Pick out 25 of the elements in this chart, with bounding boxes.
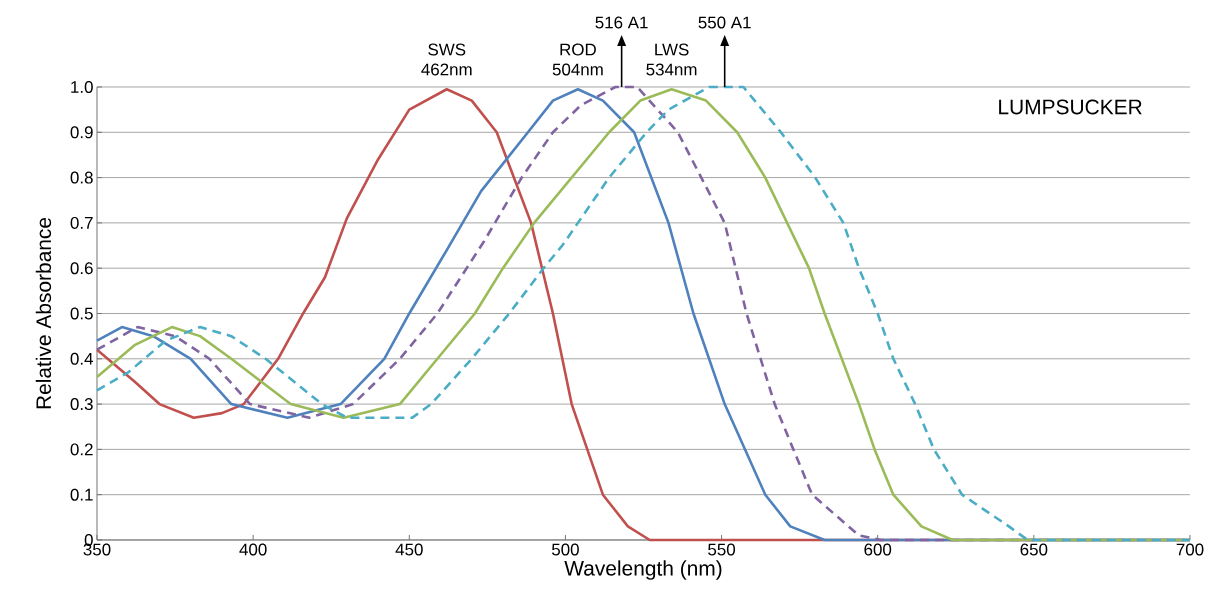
y-axis-title: Relative Absorbance	[35, 217, 52, 409]
y-tick-label: 0.5	[70, 307, 93, 320]
annotation: 550 A1	[698, 16, 751, 29]
annotation: ROD 504nm	[552, 43, 603, 76]
annotation: 516 A1	[595, 16, 648, 29]
chart-title: LUMPSUCKER	[999, 99, 1142, 115]
x-axis-title: Wavelength (nm)	[564, 560, 722, 580]
x-tick-label: 700	[1176, 543, 1204, 556]
y-tick-label: 0.8	[70, 171, 93, 184]
y-tick-label: 0.3	[70, 398, 93, 411]
y-tick-label: 0.1	[70, 488, 93, 501]
x-tick-label: 600	[864, 543, 892, 556]
x-tick-label: 400	[239, 543, 267, 556]
y-tick-label: 0.2	[70, 443, 93, 456]
x-tick-label: 650	[1020, 543, 1048, 556]
y-tick-label: 0.6	[70, 262, 93, 275]
annotation: LWS 534nm	[646, 43, 697, 76]
x-tick-label: 450	[395, 543, 423, 556]
y-tick-label: 0.7	[70, 216, 93, 229]
x-tick-label: 550	[708, 543, 736, 556]
x-tick-label: 500	[551, 543, 579, 556]
y-tick-label: 1.0	[71, 80, 93, 93]
y-tick-label: 0.9	[70, 126, 93, 139]
y-tick-label: 0.4	[70, 352, 93, 365]
annotation: SWS 462nm	[421, 43, 472, 76]
